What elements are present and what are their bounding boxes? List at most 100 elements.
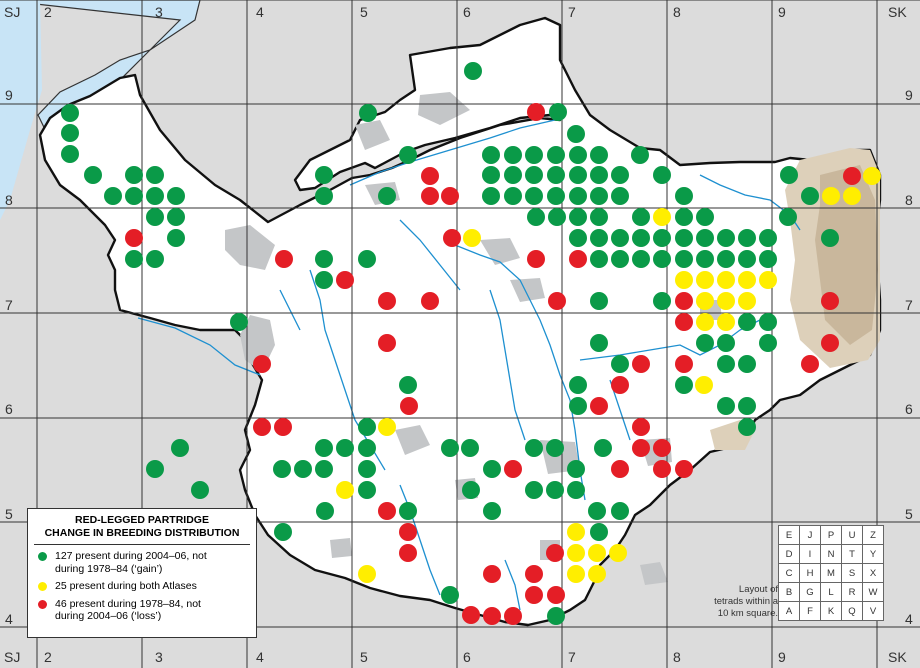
tetrad-dot-gain (653, 229, 671, 247)
tetrad-dot-gain (717, 334, 735, 352)
tetrad-cell: K (820, 601, 842, 621)
tetrad-dot-gain (462, 481, 480, 499)
tetrad-dot-gain (125, 250, 143, 268)
tetrad-dot-loss (843, 167, 861, 185)
tetrad-dot-gain (653, 250, 671, 268)
tetrad-key-table: E J P U Z D I N T Y C H M S X B (778, 525, 884, 621)
tetrad-dot-both (696, 271, 714, 289)
legend-gain-dot (38, 552, 47, 561)
tetrad-dot-loss (421, 187, 439, 205)
tetrad-dot-gain (738, 418, 756, 436)
tetrad-dot-gain (759, 229, 777, 247)
tetrad-dot-loss (253, 418, 271, 436)
tetrad-dot-gain (399, 502, 417, 520)
tetrad-dot-gain (696, 250, 714, 268)
tetrad-dot-loss (675, 313, 693, 331)
tetrad-caption: Layout of tetrads within a 10 km square. (690, 584, 778, 620)
tetrad-dot-gain (399, 146, 417, 164)
tetrad-dot-both (696, 313, 714, 331)
tetrad-dot-gain (548, 208, 566, 226)
tetrad-dot-loss (675, 460, 693, 478)
tetrad-dot-gain (230, 313, 248, 331)
tetrad-dot-loss (527, 103, 545, 121)
grid-label-bottom-5: 6 (463, 649, 471, 665)
tetrad-dot-gain (483, 460, 501, 478)
tetrad-dot-gain (146, 208, 164, 226)
tetrad-dot-gain (146, 187, 164, 205)
tetrad-dot-loss (611, 376, 629, 394)
tetrad-dot-loss (443, 229, 461, 247)
grid-label-top-9: SK (888, 4, 907, 20)
tetrad-key-row: A F K Q V (778, 601, 884, 621)
tetrad-dot-loss (548, 292, 566, 310)
legend-gain: 127 present during 2004–06, not during 1… (28, 550, 256, 575)
tetrad-dot-both (653, 208, 671, 226)
tetrad-cell: Z (862, 525, 884, 545)
tetrad-dot-loss (569, 250, 587, 268)
tetrad-dot-gain (590, 208, 608, 226)
tetrad-dot-gain (759, 334, 777, 352)
tetrad-dot-both (695, 376, 713, 394)
tetrad-dot-gain (567, 125, 585, 143)
tetrad-dot-gain (611, 229, 629, 247)
tetrad-dot-loss (632, 355, 650, 373)
tetrad-dot-gain (675, 376, 693, 394)
tetrad-dot-loss (525, 565, 543, 583)
tetrad-dot-loss (527, 250, 545, 268)
grid-label-top-1: 2 (44, 4, 52, 20)
grid-label-top-6: 7 (568, 4, 576, 20)
tetrad-cell: A (778, 601, 800, 621)
tetrad-key: E J P U Z D I N T Y C H M S X B (778, 525, 890, 621)
tetrad-dot-both (675, 271, 693, 289)
tetrad-dot-gain (567, 481, 585, 499)
tetrad-dot-loss (675, 355, 693, 373)
tetrad-dot-loss (653, 439, 671, 457)
tetrad-dot-gain (590, 250, 608, 268)
tetrad-dot-gain (675, 208, 693, 226)
tetrad-dot-gain (358, 460, 376, 478)
tetrad-dot-gain (61, 104, 79, 122)
tetrad-dot-gain (611, 355, 629, 373)
legend-gain-line1: 127 present during 2004–06, not (55, 550, 207, 562)
tetrad-cell: Y (862, 544, 884, 564)
tetrad-dot-gain (738, 355, 756, 373)
tetrad-dot-loss (336, 271, 354, 289)
tetrad-dot-gain (594, 439, 612, 457)
tetrad-dot-gain (611, 502, 629, 520)
grid-label-bottom-8: 9 (778, 649, 786, 665)
tetrad-dot-gain (590, 146, 608, 164)
tetrad-dot-gain (273, 460, 291, 478)
tetrad-cell: N (820, 544, 842, 564)
grid-label-top-0: SJ (4, 4, 20, 20)
tetrad-cell: F (799, 601, 821, 621)
tetrad-dot-gain (525, 439, 543, 457)
tetrad-dot-gain (717, 250, 735, 268)
legend-loss-line2: during 2004–06 (‘loss’) (55, 610, 162, 622)
grid-label-bottom-9: SK (888, 649, 907, 665)
tetrad-dot-gain (191, 481, 209, 499)
grid-label-right-0: 9 (905, 87, 913, 103)
tetrad-dot-gain (315, 187, 333, 205)
tetrad-dot-gain (696, 229, 714, 247)
tetrad-cell: T (841, 544, 863, 564)
grid-label-left-5: 4 (5, 611, 13, 627)
tetrad-caption-line1: Layout of (738, 584, 778, 595)
tetrad-dot-gain (631, 146, 649, 164)
tetrad-dot-loss (525, 586, 543, 604)
tetrad-dot-loss (483, 607, 501, 625)
grid-label-left-3: 6 (5, 401, 13, 417)
tetrad-cell: X (862, 563, 884, 583)
tetrad-cell: H (799, 563, 821, 583)
tetrad-dot-gain (146, 250, 164, 268)
tetrad-dot-gain (569, 187, 587, 205)
legend-loss-dot (38, 599, 47, 609)
tetrad-dot-both (759, 271, 777, 289)
tetrad-dot-both (717, 271, 735, 289)
grid-label-bottom-3: 4 (256, 649, 264, 665)
tetrad-dot-gain (358, 250, 376, 268)
tetrad-key-row: E J P U Z (778, 525, 884, 545)
tetrad-dot-gain (780, 166, 798, 184)
tetrad-dot-gain (569, 208, 587, 226)
tetrad-dot-gain (569, 146, 587, 164)
